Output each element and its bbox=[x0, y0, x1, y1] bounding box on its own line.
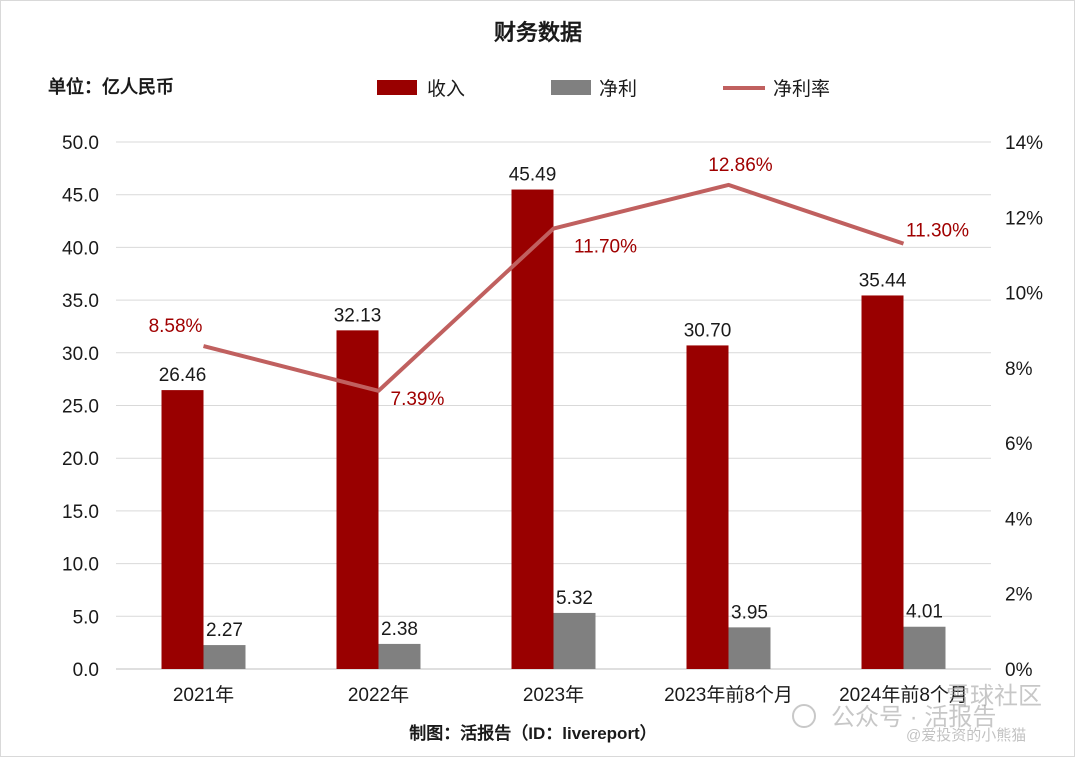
net-profit-bar bbox=[553, 612, 596, 669]
right-tick-label: 10% bbox=[1005, 284, 1043, 305]
revenue-value-label: 35.44 bbox=[859, 270, 907, 291]
right-axis: 0% 2% 4% 6% 8% 10% 12% 14% bbox=[1005, 133, 1043, 681]
right-tick-label: 0% bbox=[1005, 660, 1033, 681]
left-tick-label: 10.0 bbox=[62, 555, 99, 576]
revenue-bar bbox=[161, 390, 204, 669]
net-profit-value-label: 3.95 bbox=[731, 602, 768, 623]
legend: 收入 净利 净利率 bbox=[377, 78, 830, 100]
category-label: 2022年 bbox=[348, 684, 409, 706]
revenue-value-label: 30.70 bbox=[684, 320, 732, 341]
bars bbox=[161, 189, 946, 669]
right-tick-label: 4% bbox=[1005, 509, 1033, 530]
source-note: 制图：活报告（ID：livereport） bbox=[409, 723, 656, 743]
category-label: 2023年前8个月 bbox=[664, 684, 793, 706]
right-tick-label: 12% bbox=[1005, 208, 1043, 229]
revenue-value-label: 32.13 bbox=[334, 305, 382, 326]
net-margin-value-label: 11.70% bbox=[574, 237, 637, 258]
legend-label-revenue: 收入 bbox=[427, 78, 465, 100]
left-tick-label: 5.0 bbox=[73, 607, 99, 628]
right-tick-label: 8% bbox=[1005, 359, 1033, 380]
revenue-bar bbox=[686, 345, 729, 669]
net-profit-value-label: 2.38 bbox=[381, 619, 418, 640]
left-axis: 0.0 5.0 10.0 15.0 20.0 25.0 30.0 35.0 40.0 45.0 50… bbox=[62, 133, 99, 681]
net-profit-value-label: 5.32 bbox=[556, 588, 593, 609]
legend-label-net-margin: 净利率 bbox=[773, 78, 830, 100]
right-tick-label: 2% bbox=[1005, 585, 1033, 606]
category-label: 2021年 bbox=[173, 684, 234, 706]
left-tick-label: 0.0 bbox=[73, 660, 99, 681]
category-label: 2024年前8个月 bbox=[839, 684, 968, 706]
left-tick-label: 45.0 bbox=[62, 186, 99, 207]
revenue-bar bbox=[861, 295, 904, 669]
watermark: 公众号 · 活报告 @爱投资的小熊猫 雪球社区 bbox=[792, 683, 1042, 744]
net-margin-value-label: 7.39% bbox=[391, 389, 445, 410]
watermark-text: 公众号 · 活报告 bbox=[831, 704, 996, 731]
right-tick-label: 14% bbox=[1005, 133, 1043, 154]
left-tick-label: 20.0 bbox=[62, 449, 99, 470]
net-margin-value-label: 8.58% bbox=[149, 316, 203, 337]
data-labels: 26.46 2.27 32.13 2.38 45.49 5.32 30.70 3.95 35.4… bbox=[149, 155, 970, 641]
chart-title: 财务数据 bbox=[494, 20, 582, 45]
left-tick-label: 25.0 bbox=[62, 397, 99, 418]
left-tick-label: 40.0 bbox=[62, 238, 99, 259]
revenue-bar bbox=[511, 189, 554, 669]
net-margin-value-label: 11.30% bbox=[906, 221, 969, 242]
net-profit-value-label: 2.27 bbox=[206, 620, 243, 641]
left-tick-label: 15.0 bbox=[62, 502, 99, 523]
wechat-icon bbox=[792, 704, 816, 728]
net-profit-bar bbox=[728, 627, 771, 669]
net-margin-series-line bbox=[203, 182, 905, 393]
unit-label: 单位：亿人民币 bbox=[48, 76, 174, 97]
net-profit-bar bbox=[378, 643, 421, 669]
left-tick-label: 50.0 bbox=[62, 133, 99, 154]
net-profit-bar bbox=[203, 645, 246, 669]
left-tick-label: 35.0 bbox=[62, 291, 99, 312]
revenue-value-label: 26.46 bbox=[159, 365, 207, 386]
category-axis: 2021年 2022年 2023年 2023年前8个月 2024年前8个月 bbox=[173, 684, 968, 706]
watermark-subtext: @爱投资的小熊猫 bbox=[906, 727, 1026, 744]
net-margin-line bbox=[203, 182, 905, 393]
net-margin-value-label: 12.86% bbox=[708, 155, 773, 176]
category-label: 2023年 bbox=[523, 684, 584, 706]
left-tick-label: 30.0 bbox=[62, 344, 99, 365]
watermark-community: 雪球社区 bbox=[946, 683, 1042, 710]
net-profit-value-label: 4.01 bbox=[906, 602, 943, 623]
right-tick-label: 6% bbox=[1005, 434, 1033, 455]
legend-label-net-profit: 净利 bbox=[599, 78, 637, 100]
revenue-value-label: 45.49 bbox=[509, 165, 557, 186]
legend-swatch-net-profit bbox=[551, 80, 591, 95]
net-profit-bar bbox=[903, 626, 946, 669]
legend-swatch-revenue bbox=[377, 80, 417, 95]
